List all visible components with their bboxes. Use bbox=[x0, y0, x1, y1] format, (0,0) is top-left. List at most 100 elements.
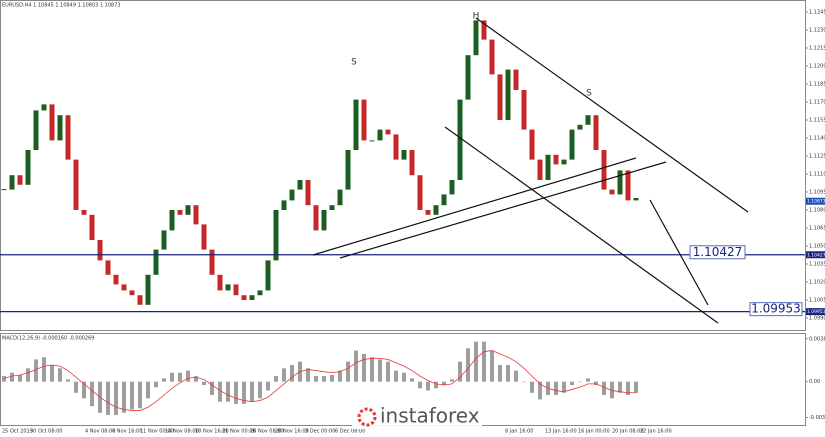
chart-title: EURUSD,H4 1.10845 1.10849 1.10803 1.1087… bbox=[2, 3, 121, 9]
candle bbox=[481, 20, 487, 40]
macd-bar bbox=[618, 381, 622, 393]
macd-bar bbox=[474, 341, 478, 382]
candle bbox=[289, 189, 295, 201]
macd-bar bbox=[58, 368, 62, 382]
macd-bar bbox=[522, 381, 526, 383]
candle bbox=[97, 240, 103, 261]
candle bbox=[25, 150, 31, 185]
x-tick-label: 3 Dec 00:00 bbox=[305, 429, 335, 435]
candle bbox=[121, 284, 127, 291]
macd-bar bbox=[394, 370, 398, 382]
macd-bar bbox=[458, 361, 462, 382]
watermark-logo bbox=[357, 407, 377, 427]
candle bbox=[217, 274, 223, 291]
macd-bar bbox=[554, 381, 558, 395]
candle bbox=[81, 210, 87, 215]
macd-bar bbox=[282, 368, 286, 382]
x-tick-label: 8 Jan 16:00 bbox=[505, 429, 533, 435]
candle bbox=[313, 205, 319, 231]
candle bbox=[33, 110, 39, 150]
candle bbox=[361, 99, 367, 141]
macd-bar bbox=[50, 365, 54, 382]
y-tick-label: 1.10950 bbox=[809, 190, 825, 196]
y-tick-label: 1.11400 bbox=[809, 136, 825, 142]
candle bbox=[409, 150, 415, 176]
candle bbox=[345, 150, 351, 190]
macd-bar bbox=[186, 370, 190, 382]
candle bbox=[513, 69, 519, 90]
macd-bar bbox=[602, 381, 606, 395]
candle bbox=[305, 180, 311, 206]
macd-bar bbox=[90, 381, 94, 407]
candle bbox=[161, 230, 167, 250]
macd-bar bbox=[274, 376, 278, 382]
macd-bar bbox=[498, 365, 502, 382]
candle bbox=[385, 129, 391, 135]
macd-bar bbox=[218, 381, 222, 402]
macd-bar bbox=[66, 379, 70, 382]
candle bbox=[177, 210, 183, 215]
macd-bar bbox=[586, 378, 590, 382]
macd-bar bbox=[514, 370, 518, 382]
macd-bar bbox=[178, 372, 182, 382]
candle bbox=[129, 290, 135, 296]
candle bbox=[241, 295, 247, 300]
macd-bar bbox=[450, 379, 454, 382]
candle bbox=[521, 90, 527, 130]
macd-bar bbox=[346, 361, 350, 382]
candle bbox=[369, 140, 375, 142]
macd-bar bbox=[434, 381, 438, 389]
candle bbox=[57, 115, 63, 141]
x-tick-label: 28 Nov 16:00 bbox=[275, 429, 309, 435]
macd-bar bbox=[162, 378, 166, 382]
macd-bar bbox=[354, 350, 358, 382]
macd-bar bbox=[202, 381, 206, 385]
macd-bar bbox=[146, 381, 150, 399]
y-tick-label: 1.12450 bbox=[809, 10, 825, 16]
candle bbox=[625, 170, 631, 201]
candle bbox=[577, 124, 583, 130]
x-tick-label: 22 Jan 16:00 bbox=[640, 429, 672, 435]
macd-bar bbox=[250, 381, 254, 402]
macd-bar bbox=[386, 361, 390, 382]
macd-bar bbox=[258, 381, 262, 399]
annotation: S bbox=[586, 89, 592, 99]
plot-layers: 1.09900 1.10050 1.10200 1.10350 1.10500 1.106… bbox=[0, 10, 825, 435]
x-tick-label: 6 Nov 16:00 bbox=[112, 429, 143, 435]
macd-bar bbox=[114, 381, 118, 415]
y-tick-label: 1.09900 bbox=[809, 316, 825, 322]
macd-bar bbox=[578, 381, 582, 383]
macd-bar bbox=[306, 368, 310, 382]
macd-bar bbox=[226, 381, 230, 402]
macd-bar bbox=[106, 381, 110, 415]
x-tick-label: 21 Nov 00:00 bbox=[222, 429, 256, 435]
y-tick-label: 1.11850 bbox=[809, 82, 825, 88]
macd-bar bbox=[122, 381, 126, 413]
y-tick-label: 1.12000 bbox=[809, 64, 825, 70]
macd-bar bbox=[466, 348, 470, 382]
watermark: instaforex bbox=[352, 404, 482, 429]
annotation: H bbox=[473, 12, 480, 22]
candle bbox=[465, 55, 471, 100]
macd-bar bbox=[2, 376, 6, 382]
price-panel bbox=[0, 0, 806, 331]
x-tick-label: 14 Nov 08:00 bbox=[165, 429, 199, 435]
watermark-text: instaforex bbox=[380, 404, 480, 428]
trend-line bbox=[312, 157, 637, 256]
candle bbox=[73, 159, 79, 210]
trend-line bbox=[339, 161, 667, 259]
candle bbox=[561, 159, 567, 165]
current-price-label: 1.10873 bbox=[807, 199, 825, 205]
current-price-box bbox=[806, 197, 825, 205]
candle bbox=[193, 205, 199, 225]
candle bbox=[89, 214, 95, 240]
candle bbox=[153, 249, 159, 275]
y-tick-label: 0.00 bbox=[809, 379, 820, 385]
candle bbox=[593, 115, 599, 150]
candle bbox=[169, 210, 175, 231]
axis-level-box bbox=[806, 251, 825, 259]
candle bbox=[545, 154, 551, 180]
candle bbox=[529, 129, 535, 160]
